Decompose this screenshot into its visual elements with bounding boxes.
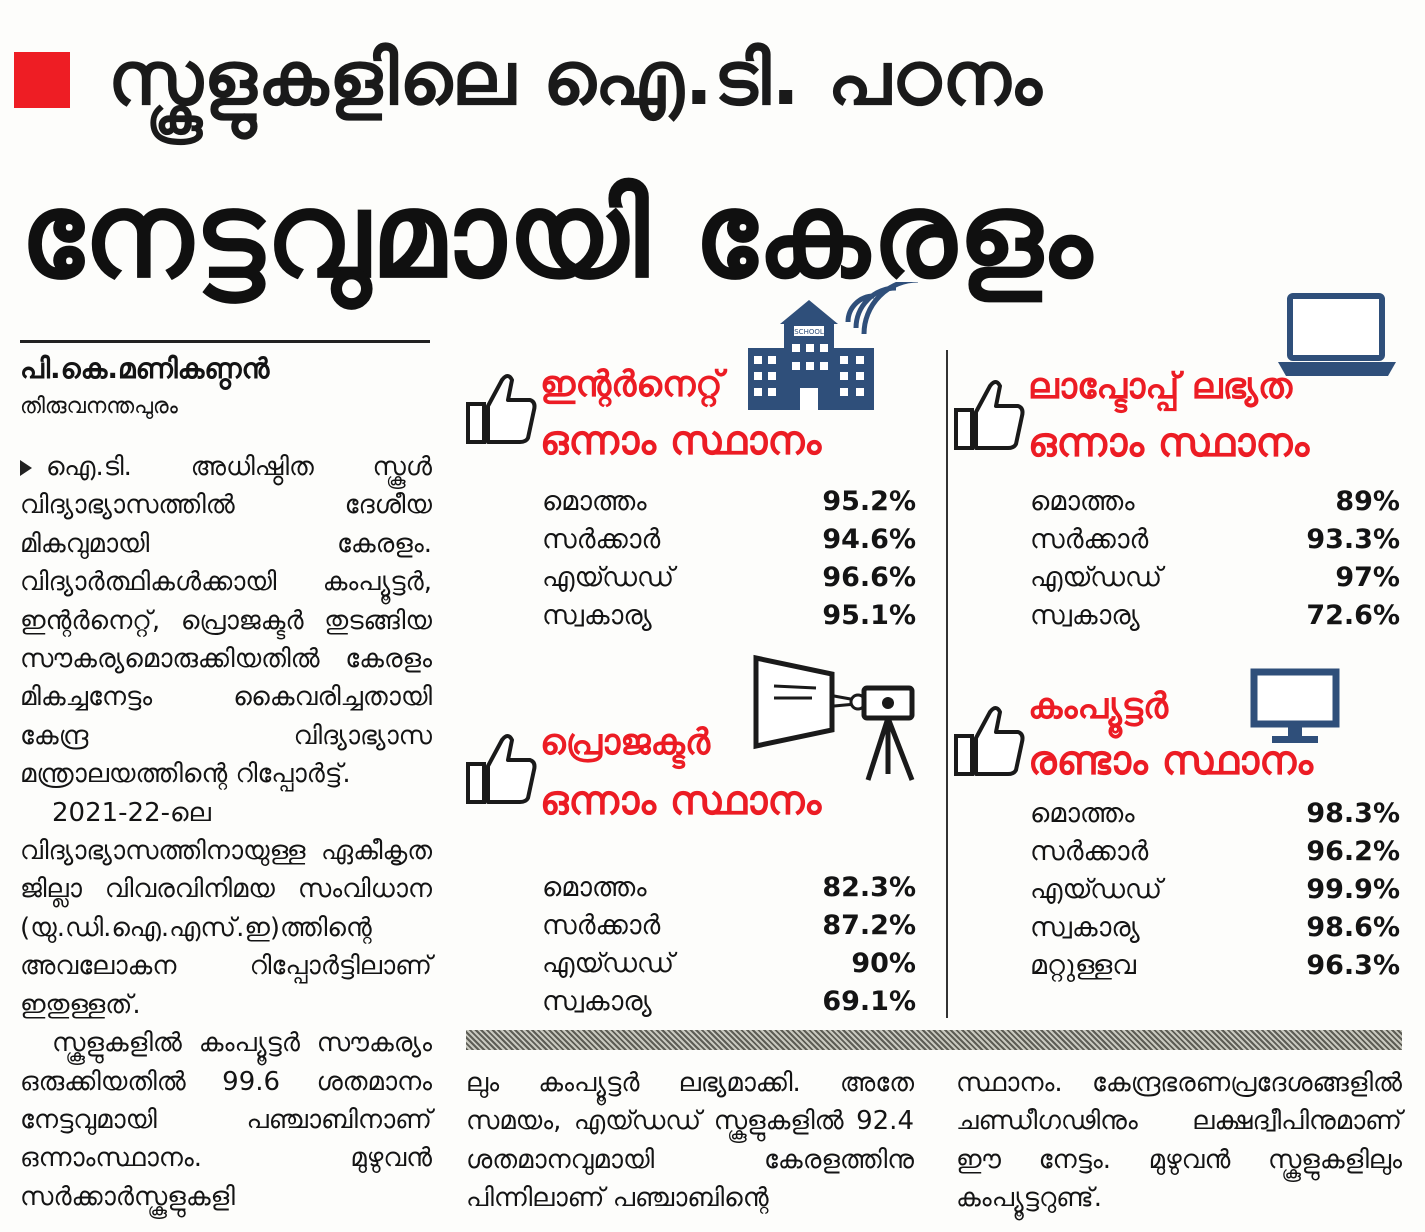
panel-projector: പ്രൊജക്ടർ ഒന്നാം സ്ഥാനം മൊത്തം 82.3% സർക്… xyxy=(462,650,942,1030)
paragraph-2: 2021-22-ലെ വിദ്യാഭ്യാസത്തിനായുള്ള ഏകീകൃത… xyxy=(20,797,432,1020)
byline-rule xyxy=(20,340,430,343)
bottom-paragraph: സ്ഥാനം. കേന്ദ്രഭരണപ്രദേശങ്ങളിൽ ചണ്ഡീഗഢിന… xyxy=(956,1068,1402,1214)
school-wifi-icon: SCHOOL xyxy=(748,282,919,410)
panel-title: ലാപ്ടോപ്പ് ലഭ്യത xyxy=(1028,366,1293,407)
monitor-icon xyxy=(1250,668,1340,743)
byline-place: തിരുവനന്തപുരം xyxy=(20,394,178,419)
stat-row: സർക്കാർ 93.3% xyxy=(1030,524,1400,555)
bottom-column-right: സ്ഥാനം. കേന്ദ്രഭരണപ്രദേശങ്ങളിൽ ചണ്ഡീഗഢിന… xyxy=(956,1064,1402,1218)
school-sign: SCHOOL xyxy=(794,328,824,336)
stat-row: മറ്റുള്ളവ 96.3% xyxy=(1030,950,1400,981)
stat-row: എയ്ഡഡ് 99.9% xyxy=(1030,874,1400,905)
headline: നേട്ടവുമായി കേരളം xyxy=(20,166,1094,304)
left-column: ഐ.ടി. അധിഷ്ഠിത സ്കൂൾ വിദ്യാഭ്യാസത്തിൽ ദേ… xyxy=(20,448,432,1216)
stat-row: സ്വകാര്യ 69.1% xyxy=(542,986,916,1017)
thumbs-up-icon xyxy=(954,380,1025,450)
stat-row: സർക്കാർ 87.2% xyxy=(542,910,916,941)
paragraph-3: സ്കൂളുകളിൽ കംപ്യൂട്ടർ സൗകര്യം ഒരുക്കിയതി… xyxy=(20,1028,432,1212)
panel-title: പ്രൊജക്ടർ xyxy=(540,722,711,763)
stat-row: മൊത്തം 89% xyxy=(1030,486,1400,517)
thumbs-up-icon xyxy=(466,374,537,444)
panel-rank: ഒന്നാം സ്ഥാനം xyxy=(540,778,822,824)
panel-rank: ഒന്നാം സ്ഥാനം xyxy=(1028,420,1310,466)
panel-title: ഇന്റർനെറ്റ് xyxy=(540,364,723,405)
kicker-text: സ്കൂളുകളിലെ ഐ.ടി. പഠനം xyxy=(108,36,1043,122)
halftone-divider xyxy=(466,1030,1402,1050)
thumbs-up-icon xyxy=(954,706,1025,776)
stat-row: സ്വകാര്യ 95.1% xyxy=(542,600,916,631)
kicker: സ്കൂളുകളിലെ ഐ.ടി. പഠനം xyxy=(14,30,1414,130)
bottom-column-middle: ലും കംപ്യൂട്ടർ ലഭ്യമാക്കി. അതേ സമയം, എയ്… xyxy=(466,1064,914,1218)
byline-author: പി.കെ.മണികണ്ഠൻ xyxy=(20,352,270,385)
stat-row: എയ്ഡഡ് 97% xyxy=(1030,562,1400,593)
stat-row: മൊത്തം 95.2% xyxy=(542,486,916,517)
panel-title: കംപ്യൂട്ടർ xyxy=(1028,686,1169,727)
stat-row: സർക്കാർ 94.6% xyxy=(542,524,916,555)
panel-rank: ഒന്നാം സ്ഥാനം xyxy=(540,418,822,464)
stat-row: മൊത്തം 82.3% xyxy=(542,872,916,903)
stat-row: സ്വകാര്യ 72.6% xyxy=(1030,600,1400,631)
stats-laptop: മൊത്തം 89% സർക്കാർ 93.3% എയ്ഡഡ് 97% സ്വകാര്… xyxy=(1030,486,1400,636)
laptop-icon xyxy=(1278,293,1396,376)
stat-row: എയ്ഡഡ് 90% xyxy=(542,948,916,979)
panel-computer: കംപ്യൂട്ടർ രണ്ടാം സ്ഥാനം മൊത്തം 98.3% സർക… xyxy=(950,650,1410,1030)
stat-row: സ്വകാര്യ 98.6% xyxy=(1030,912,1400,943)
stat-row: എയ്ഡഡ് 96.6% xyxy=(542,562,916,593)
stats-computer: മൊത്തം 98.3% സർക്കാർ 96.2% എയ്ഡഡ് 99.9% സ്വ… xyxy=(1030,798,1400,988)
panel-laptop: ലാപ്ടോപ്പ് ലഭ്യത ഒന്നാം സ്ഥാനം മൊത്തം 89%… xyxy=(950,280,1410,640)
stats-projector: മൊത്തം 82.3% സർക്കാർ 87.2% എയ്ഡഡ് 90% സ്വകാ… xyxy=(542,872,916,1022)
stat-row: സർക്കാർ 96.2% xyxy=(1030,836,1400,867)
bottom-paragraph: ലും കംപ്യൂട്ടർ ലഭ്യമാക്കി. അതേ സമയം, എയ്… xyxy=(466,1068,914,1214)
panel-rank: രണ്ടാം സ്ഥാനം xyxy=(1028,738,1314,784)
stats-internet: മൊത്തം 95.2% സർക്കാർ 94.6% എയ്ഡഡ് 96.6% സ്വ… xyxy=(542,486,916,636)
projector-icon xyxy=(753,654,915,781)
panel-internet: ഇന്റർനെറ്റ് ഒന്നാം സ്ഥാനം SCHOOL മൊത്തം 9… xyxy=(462,280,942,631)
triangle-bullet-icon xyxy=(20,459,32,476)
column-separator xyxy=(946,350,948,1018)
red-square-marker xyxy=(14,52,70,108)
stat-row: മൊത്തം 98.3% xyxy=(1030,798,1400,829)
thumbs-up-icon xyxy=(466,734,537,804)
paragraph-1: ഐ.ടി. അധിഷ്ഠിത സ്കൂൾ വിദ്യാഭ്യാസത്തിൽ ദേ… xyxy=(20,452,432,790)
